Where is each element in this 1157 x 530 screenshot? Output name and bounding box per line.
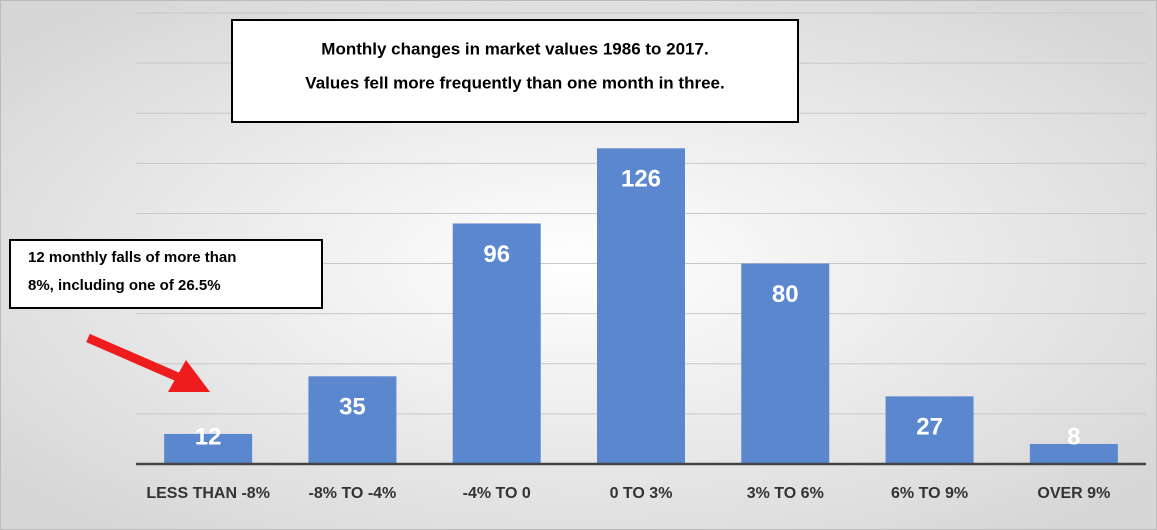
x-tick-label: 0 TO 3%	[610, 485, 673, 502]
data-label: 35	[339, 394, 366, 421]
x-tick-label: -4% TO 0	[463, 485, 531, 502]
bar	[597, 148, 685, 465]
x-tick-label: OVER 9%	[1037, 485, 1110, 502]
x-tick-label: LESS THAN -8%	[146, 485, 270, 502]
bars: 12 35 96 126 80 27 8	[164, 148, 1118, 465]
annotation-box	[9, 239, 323, 309]
x-tick-label: -8% TO -4%	[309, 485, 397, 502]
data-label: 8	[1067, 423, 1080, 450]
data-label: 96	[483, 241, 510, 268]
bar	[741, 263, 830, 464]
x-tick-label: 3% TO 6%	[747, 485, 824, 502]
data-label: 126	[621, 166, 661, 193]
annotation-line: 8%, including one of 26.5%	[28, 277, 221, 294]
arrow-head	[168, 360, 210, 392]
data-label: 12	[195, 423, 222, 450]
x-tick-label: 6% TO 9%	[891, 485, 968, 502]
chart-title: Monthly changes in market values 1986 to…	[321, 39, 708, 58]
bar	[1029, 443, 1118, 464]
bar	[885, 396, 974, 464]
arrow-shaft	[86, 333, 182, 383]
data-label: 27	[916, 414, 943, 441]
bar	[164, 433, 253, 464]
title-box	[231, 19, 799, 123]
bar	[452, 223, 541, 464]
chart-subtitle: Values fell more frequently than one mon…	[305, 73, 724, 92]
annotation-line: 12 monthly falls of more than	[28, 249, 236, 266]
data-label: 80	[772, 281, 799, 308]
bar	[308, 376, 397, 464]
